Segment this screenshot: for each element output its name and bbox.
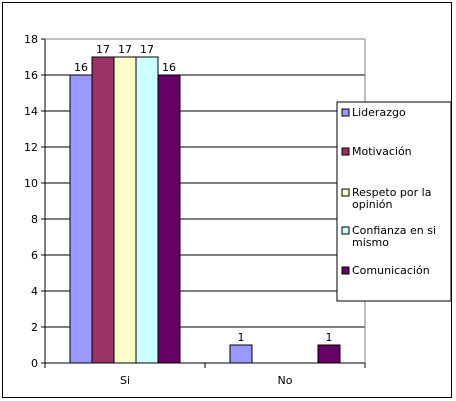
bar — [135, 56, 159, 364]
legend-label: Comunicación — [352, 264, 430, 277]
legend-label: Liderazgo — [352, 106, 406, 119]
bar — [317, 344, 341, 364]
legend-label: opinión — [352, 198, 393, 211]
bar — [69, 74, 93, 364]
y-tick-label: 6 — [31, 249, 38, 262]
legend-label: Respeto por la — [352, 186, 431, 199]
data-label: 1 — [326, 331, 333, 344]
x-tick-label: No — [278, 374, 293, 387]
data-label: 17 — [140, 43, 154, 56]
y-tick-label: 18 — [24, 33, 38, 46]
legend-swatch — [341, 147, 350, 156]
x-tick-label: Si — [120, 374, 130, 387]
bar-chart: 0 2 4 6 8 10 12 14 16 18 16 17 17 17 16 1 1 Si No Liderazgo… — [24, 33, 452, 387]
legend-swatch — [341, 266, 350, 275]
y-tick-label: 2 — [31, 321, 38, 334]
legend — [336, 101, 452, 302]
legend-label: Motivación — [352, 145, 412, 158]
y-tick-label: 16 — [24, 69, 38, 82]
legend-swatch — [341, 108, 350, 117]
data-label: 16 — [162, 61, 176, 74]
bar — [91, 56, 115, 364]
bar — [113, 56, 137, 364]
data-label: 17 — [118, 43, 132, 56]
legend-swatch — [341, 188, 350, 197]
data-label: 1 — [238, 331, 245, 344]
bar — [229, 344, 253, 364]
y-tick-label: 0 — [31, 357, 38, 370]
legend-swatch — [341, 226, 350, 235]
bar — [157, 74, 181, 364]
legend-label: mismo — [352, 236, 389, 249]
y-tick-label: 10 — [24, 177, 38, 190]
legend-label: Confianza en si — [352, 224, 436, 237]
chart-area: 0 2 4 6 8 10 12 14 16 18 16 17 17 17 16 1 1 Si No Liderazgo… — [2, 2, 452, 398]
y-tick-label: 12 — [24, 141, 38, 154]
y-tick-label: 4 — [31, 285, 38, 298]
y-tick-label: 14 — [24, 105, 38, 118]
data-label: 16 — [74, 61, 88, 74]
y-tick-label: 8 — [31, 213, 38, 226]
data-label: 17 — [96, 43, 110, 56]
